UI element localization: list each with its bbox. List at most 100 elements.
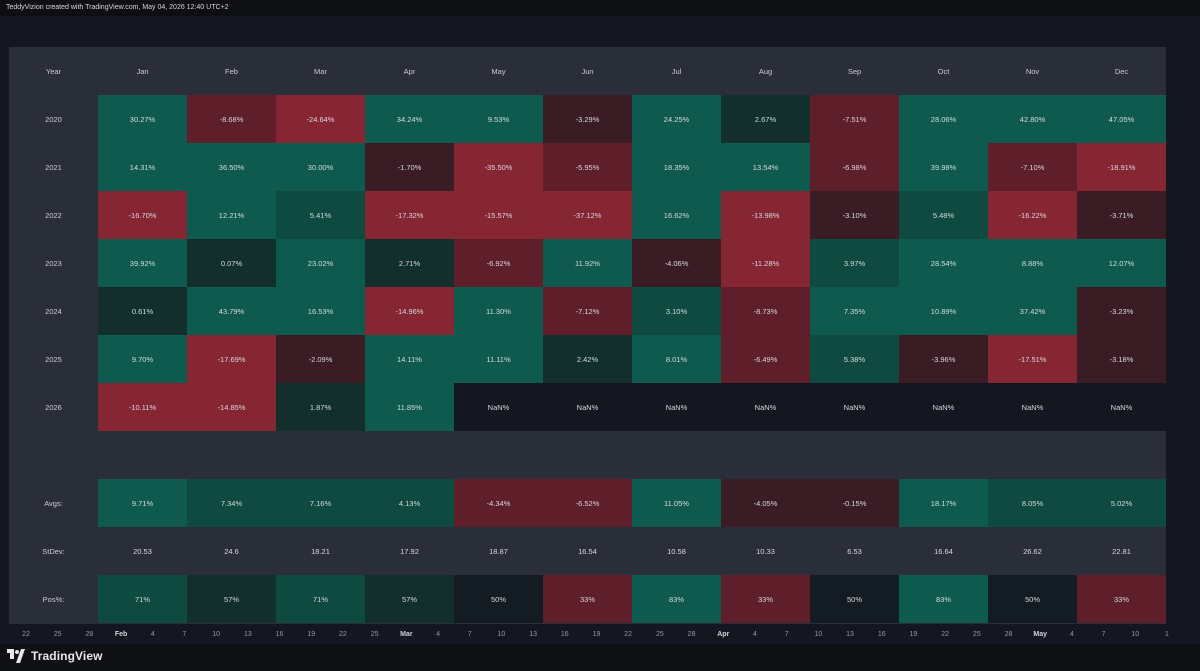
return-cell: 0.61%: [98, 287, 187, 335]
time-axis[interactable]: 22 25 28 Feb 4 7 10 13 16 19 22 25 Mar 4 7 10 13 16 19 22 25…: [0, 626, 1200, 644]
time-axis-label: 22: [339, 631, 347, 638]
time-axis-label: 13: [529, 631, 538, 638]
return-cell: NaN%: [632, 383, 721, 431]
time-axis-label: Feb: [114, 631, 128, 638]
return-cell: 43.79%: [187, 287, 276, 335]
summary-cell: 7.16%: [276, 479, 365, 527]
time-axis-label: 4: [1069, 631, 1074, 638]
header-year: Year: [9, 47, 98, 95]
summary-cell: 17.92: [365, 527, 454, 575]
return-cell: -3.29%: [543, 95, 632, 143]
return-cell: 11.85%: [365, 383, 454, 431]
spacer-cell: [98, 431, 187, 479]
summary-cell: 18.17%: [899, 479, 988, 527]
return-cell: 3.97%: [810, 239, 899, 287]
return-cell: -7.51%: [810, 95, 899, 143]
spacer-cell: [187, 431, 276, 479]
time-axis-label: 19: [592, 631, 601, 638]
return-cell: 14.31%: [98, 143, 187, 191]
time-axis-label: 16: [877, 631, 886, 638]
return-cell: -5.95%: [543, 143, 632, 191]
header-month: Jun: [543, 47, 632, 95]
time-axis-label: 19: [307, 631, 316, 638]
return-cell: 36.50%: [187, 143, 276, 191]
time-axis-label: 7: [1101, 631, 1106, 638]
return-cell: -17.69%: [187, 335, 276, 383]
spacer-cell: [454, 431, 543, 479]
year-label: 2021: [9, 143, 98, 191]
tradingview-logo[interactable]: TradingView: [6, 649, 103, 663]
header-month: Sep: [810, 47, 899, 95]
return-cell: -35.50%: [454, 143, 543, 191]
return-cell: 13.54%: [721, 143, 810, 191]
summary-cell: 33%: [543, 575, 632, 623]
return-cell: 11.92%: [543, 239, 632, 287]
year-label: 2022: [9, 191, 98, 239]
return-cell: 30.27%: [98, 95, 187, 143]
return-cell: 12.21%: [187, 191, 276, 239]
return-cell: 10.89%: [899, 287, 988, 335]
return-cell: 0.07%: [187, 239, 276, 287]
time-axis-label: 10: [1131, 631, 1140, 638]
return-cell: -3.23%: [1077, 287, 1166, 335]
return-cell: NaN%: [899, 383, 988, 431]
return-cell: NaN%: [1077, 383, 1166, 431]
return-cell: 9.53%: [454, 95, 543, 143]
return-cell: -7.10%: [988, 143, 1077, 191]
time-axis-label: Mar: [400, 631, 413, 638]
time-axis-label: 7: [182, 631, 187, 638]
summary-cell: -4.34%: [454, 479, 543, 527]
time-axis-label: Apr: [717, 631, 730, 638]
summary-cell: 33%: [1077, 575, 1166, 623]
return-cell: -8.68%: [187, 95, 276, 143]
time-axis-label: 19: [909, 631, 918, 638]
summary-cell: 5.02%: [1077, 479, 1166, 527]
year-label: 2020: [9, 95, 98, 143]
summary-cell: 83%: [632, 575, 721, 623]
return-cell: -8.73%: [721, 287, 810, 335]
return-cell: -16.70%: [98, 191, 187, 239]
summary-cell: 71%: [98, 575, 187, 623]
time-axis-label: 25: [972, 631, 981, 638]
return-cell: 16.53%: [276, 287, 365, 335]
header-month: Oct: [899, 47, 988, 95]
return-cell: 11.30%: [454, 287, 543, 335]
return-cell: 9.70%: [98, 335, 187, 383]
return-cell: 39.98%: [899, 143, 988, 191]
return-cell: -17.51%: [988, 335, 1077, 383]
return-cell: NaN%: [810, 383, 899, 431]
time-axis-label: 22: [22, 631, 30, 638]
summary-cell: 18.21: [276, 527, 365, 575]
return-cell: 42.80%: [988, 95, 1077, 143]
time-axis-label: 10: [814, 631, 823, 638]
return-cell: -24.64%: [276, 95, 365, 143]
return-cell: 14.11%: [365, 335, 454, 383]
header-month: Jul: [632, 47, 721, 95]
return-cell: 5.48%: [899, 191, 988, 239]
return-cell: 2.71%: [365, 239, 454, 287]
time-axis-label: 28: [1004, 631, 1013, 638]
return-cell: NaN%: [454, 383, 543, 431]
summary-cell: 71%: [276, 575, 365, 623]
year-label: 2026: [9, 383, 98, 431]
time-axis-label: 4: [150, 631, 155, 638]
summary-label: StDev:: [9, 527, 98, 575]
spacer-cell: [1077, 431, 1166, 479]
time-axis-label: 10: [497, 631, 506, 638]
header-month: Aug: [721, 47, 810, 95]
header-month: Dec: [1077, 47, 1166, 95]
summary-cell: 33%: [721, 575, 810, 623]
time-axis-label: 13: [846, 631, 854, 638]
return-cell: 16.62%: [632, 191, 721, 239]
summary-cell: 10.33: [721, 527, 810, 575]
header-month: Mar: [276, 47, 365, 95]
return-cell: 39.92%: [98, 239, 187, 287]
return-cell: 8.88%: [988, 239, 1077, 287]
time-axis-label: 1: [1165, 631, 1169, 638]
return-cell: -3.18%: [1077, 335, 1166, 383]
return-cell: 18.35%: [632, 143, 721, 191]
summary-cell: 50%: [454, 575, 543, 623]
time-axis-label: 28: [85, 631, 94, 638]
return-cell: -6.49%: [721, 335, 810, 383]
summary-cell: 57%: [187, 575, 276, 623]
